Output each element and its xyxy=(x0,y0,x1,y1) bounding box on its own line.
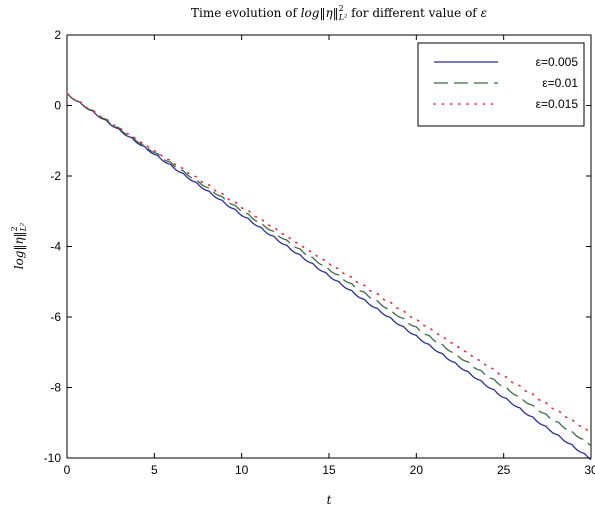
x-tick-label: 5 xyxy=(151,463,158,477)
y-tick-label: -10 xyxy=(44,451,62,465)
x-tick-label: 25 xyxy=(497,463,511,477)
y-axis-label: log‖η‖2L² xyxy=(10,223,28,270)
x-axis-label: t xyxy=(327,493,332,507)
y-tick-label: -6 xyxy=(50,310,61,324)
tick-layer: 0 5 10 15 20 25 30 -10 -8 -6 -4 -2 0 2 xyxy=(44,28,595,477)
legend-label-1: ε=0.005 xyxy=(536,55,579,69)
series-line-1 xyxy=(66,92,592,461)
chart-title: Time evolution of log‖η‖2 L² for differen… xyxy=(191,4,487,22)
x-tick-label: 30 xyxy=(584,463,595,477)
legend-label-3: ε=0.015 xyxy=(536,97,579,111)
x-tick-label: 20 xyxy=(410,463,424,477)
x-tick-label: 10 xyxy=(235,463,249,477)
legend-entries: ε=0.005 ε=0.01 ε=0.015 xyxy=(433,55,579,111)
legend-label-2: ε=0.01 xyxy=(542,76,578,90)
series-layer xyxy=(66,92,592,461)
x-tick-label: 15 xyxy=(322,463,336,477)
y-tick-label: -2 xyxy=(50,169,61,183)
y-tick-label: -8 xyxy=(50,381,61,395)
y-tick-label: -4 xyxy=(50,240,61,254)
series-line-2 xyxy=(66,92,592,447)
y-tick-label: 0 xyxy=(54,99,61,113)
legend: ε=0.005 ε=0.01 ε=0.015 xyxy=(417,42,585,127)
y-tick-label: 2 xyxy=(54,28,61,42)
series-line-3 xyxy=(66,92,592,435)
x-tick-label: 0 xyxy=(64,463,71,477)
legend-box xyxy=(417,42,585,127)
